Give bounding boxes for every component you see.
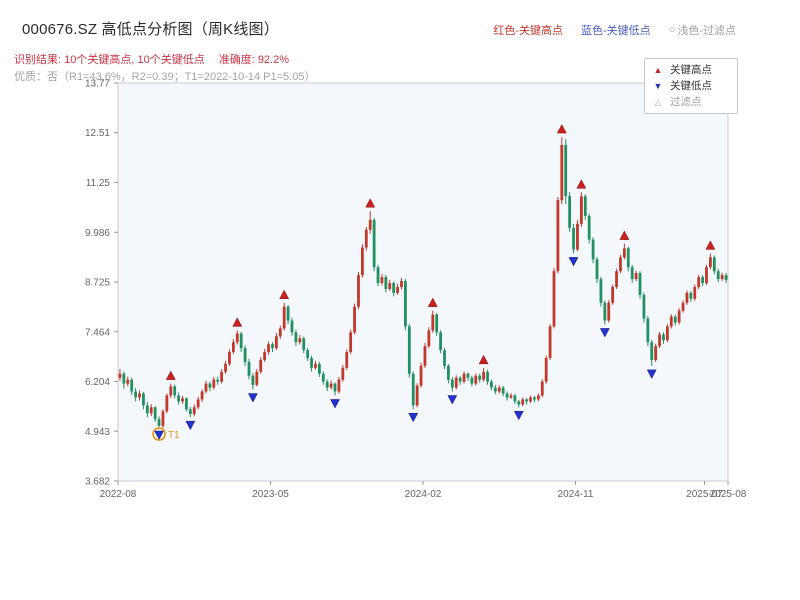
- candlestick-chart: T1 3.682 4.943 6.204 7.464 8.725 9.986 11.25 12.…: [85, 79, 747, 501]
- y-axis: 3.682 4.943 6.204 7.464 8.725 9.986 11.25 12.51…: [85, 79, 118, 488]
- key-low-marker: [599, 328, 610, 338]
- svg-text:2024-02: 2024-02: [405, 489, 442, 500]
- color-key-high-label: 红色-关键高点: [493, 25, 563, 37]
- svg-text:9.986: 9.986: [85, 228, 110, 239]
- key-low-marker: [330, 399, 340, 409]
- triangle-down-icon: ▼: [653, 81, 663, 91]
- svg-text:2025-08: 2025-08: [710, 489, 747, 500]
- key-low-marker: [185, 420, 196, 431]
- key-high-marker: [279, 289, 290, 300]
- key-high-marker: [556, 124, 567, 134]
- color-key: 红色-关键高点 蓝色-关键低点 ○ 浅色-过滤点: [493, 22, 736, 38]
- legend-item-label: 关键高点: [670, 64, 712, 76]
- svg-text:2024-11: 2024-11: [558, 489, 594, 500]
- page-title: 000676.SZ 高低点分析图（周K线图）: [22, 21, 279, 38]
- t1-circle-annotation: [152, 427, 166, 441]
- color-key-filtered-label: ○ 浅色-过滤点: [668, 24, 736, 37]
- legend-item-label: 过滤点: [670, 96, 702, 108]
- accuracy-text: 准确度: 92.2%: [218, 54, 290, 66]
- triangle-up-icon: ▲: [653, 65, 663, 75]
- svg-text:12.51: 12.51: [85, 128, 110, 139]
- key-low-marker: [646, 369, 657, 379]
- color-key-low-label: 蓝色-关键低点: [581, 25, 651, 37]
- candles: [118, 137, 728, 429]
- svg-text:13.77: 13.77: [85, 79, 110, 90]
- x-axis: 2022-08 2023-05 2024-02 2024-11 2025-072025-…: [100, 481, 747, 500]
- svg-text:2022-08: 2022-08: [100, 489, 137, 500]
- t1-label: T1: [168, 430, 180, 441]
- svg-text:6.204: 6.204: [85, 377, 110, 388]
- recognition-result-text: 识别结果: 10个关键高点, 10个关键低点: [14, 54, 205, 66]
- legend-item-key-low: ▼ 关键低点: [652, 80, 730, 92]
- key-low-marker: [447, 395, 458, 405]
- svg-text:11.25: 11.25: [86, 178, 111, 189]
- legend-item-key-high: ▲ 关键高点: [652, 64, 730, 76]
- key-high-marker: [165, 370, 176, 380]
- key-low-marker: [568, 257, 579, 267]
- svg-text:4.943: 4.943: [85, 427, 110, 438]
- key-low-marker: [154, 430, 164, 441]
- key-high-marker: [365, 198, 376, 208]
- legend-item-label: 关键低点: [670, 80, 712, 92]
- triangle-hollow-icon: △: [654, 97, 662, 107]
- key-low-marker: [513, 411, 524, 421]
- svg-text:3.682: 3.682: [85, 477, 110, 488]
- chart-legend: ▲ 关键高点 ▼ 关键低点 △ 过滤点: [644, 58, 738, 114]
- key-point-markers: [154, 124, 716, 441]
- svg-text:2025-07: 2025-07: [686, 489, 723, 500]
- key-low-marker: [247, 393, 258, 403]
- key-high-marker: [576, 179, 587, 189]
- plot-area: [117, 82, 729, 482]
- key-low-marker: [408, 413, 419, 423]
- svg-text:8.725: 8.725: [85, 278, 110, 289]
- circle-marker-icon: ○: [668, 24, 676, 36]
- key-high-marker: [478, 354, 489, 365]
- key-high-marker: [705, 240, 716, 250]
- key-high-marker: [427, 297, 438, 307]
- legend-item-filtered: △ 过滤点: [652, 96, 730, 108]
- key-high-marker: [619, 230, 630, 240]
- key-high-marker: [232, 317, 243, 327]
- svg-text:2023-05: 2023-05: [252, 489, 289, 500]
- quality-note: 优质：否（R1=43.6%，R2=0.39；T1=2022-10-14 P1=5…: [14, 71, 316, 83]
- svg-text:7.464: 7.464: [85, 327, 110, 338]
- recognition-result: 识别结果: 10个关键高点, 10个关键低点 准确度: 92.2%: [14, 51, 289, 67]
